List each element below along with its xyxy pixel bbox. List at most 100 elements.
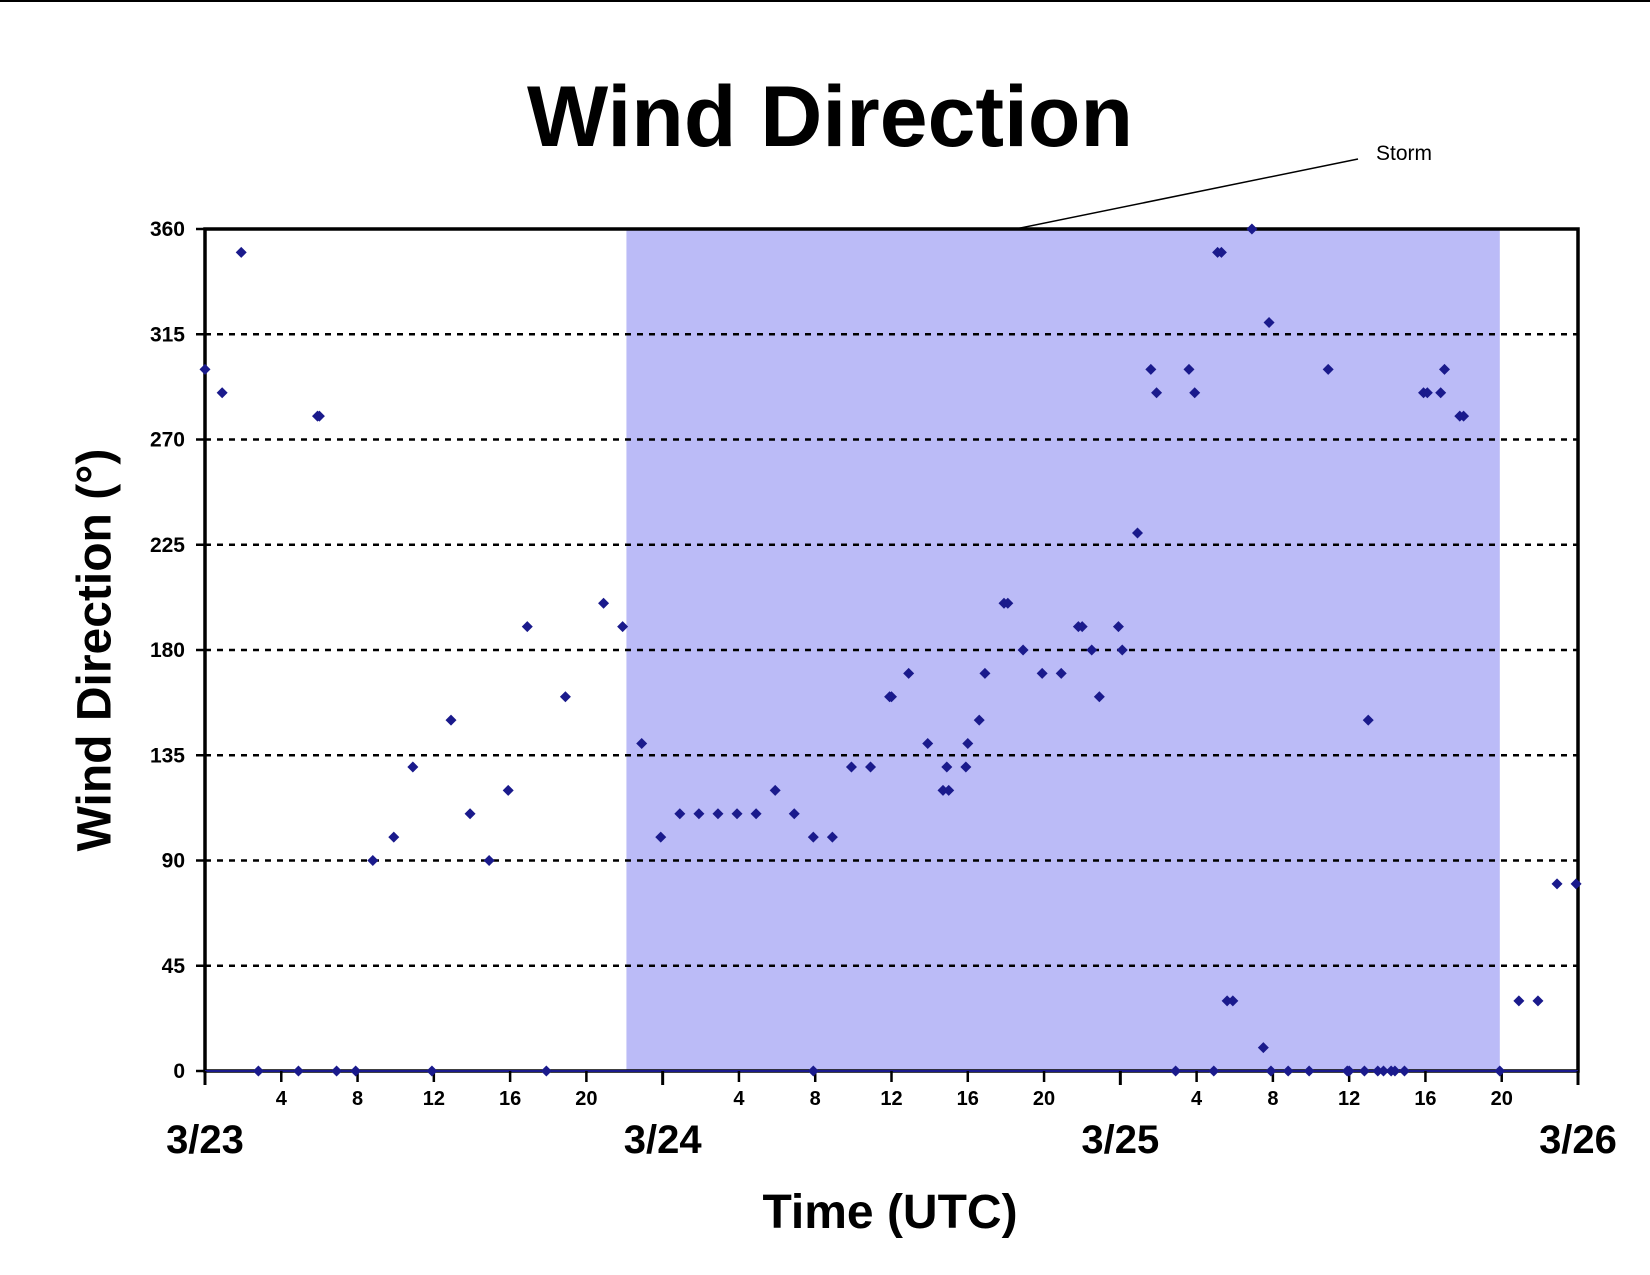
data-point [712, 808, 724, 820]
x-tick-label: 8 [1267, 1088, 1278, 1110]
data-point [598, 597, 610, 609]
data-point [731, 808, 743, 820]
data-point [886, 691, 897, 703]
x-tick-label: 16 [1414, 1088, 1436, 1110]
data-point [1116, 644, 1128, 656]
data-point [464, 808, 476, 820]
data-point [1215, 246, 1227, 258]
data-point [1389, 1065, 1401, 1077]
day-label: 3/23 [166, 1118, 244, 1162]
data-point [807, 831, 819, 843]
data-point [426, 1065, 438, 1077]
data-point [483, 855, 495, 866]
y-tick-label: 135 [150, 744, 185, 767]
data-point [1322, 363, 1334, 375]
data-point [1372, 1065, 1384, 1077]
data-point [1570, 878, 1582, 890]
data-point [1398, 1065, 1410, 1077]
x-tick-label: 12 [1338, 1088, 1360, 1110]
data-point [1303, 1065, 1315, 1077]
data-point [750, 808, 762, 820]
data-point [502, 784, 514, 796]
data-point [1145, 363, 1157, 375]
data-point [540, 1065, 552, 1077]
data-point [1343, 1065, 1355, 1077]
data-point [693, 808, 705, 820]
x-tick-label: 8 [810, 1088, 821, 1110]
data-point [943, 784, 955, 796]
x-tick-label: 12 [880, 1088, 902, 1110]
x-tick-label: 4 [733, 1088, 745, 1110]
data-point [1208, 1065, 1220, 1077]
data-point [1435, 387, 1447, 399]
data-point [235, 246, 247, 258]
y-tick-label: 225 [150, 534, 185, 557]
data-point [1265, 1065, 1277, 1077]
data-point [1362, 714, 1374, 726]
data-point [1263, 317, 1275, 329]
data-point [1532, 995, 1544, 1007]
data-point [1257, 1042, 1269, 1054]
data-point [1439, 363, 1451, 375]
y-tick-label: 90 [162, 850, 185, 873]
data-point [1189, 387, 1201, 399]
data-point [1282, 1065, 1294, 1077]
data-point [407, 761, 419, 773]
x-tick-label: 20 [1491, 1088, 1513, 1110]
data-point [199, 363, 211, 375]
data-point [1076, 621, 1088, 633]
data-point [445, 714, 457, 726]
data-point [367, 855, 379, 866]
data-point [1421, 387, 1433, 399]
data-point [973, 714, 985, 726]
data-point [1513, 995, 1525, 1007]
x-tick-label: 20 [575, 1088, 597, 1110]
data-point [313, 410, 325, 422]
data-point [292, 1065, 304, 1077]
data-point [960, 761, 972, 773]
data-point [962, 738, 974, 750]
y-tick-label: 360 [150, 218, 185, 241]
x-tick-label: 20 [1033, 1088, 1055, 1110]
data-point [1221, 995, 1233, 1007]
data-point [788, 808, 800, 820]
data-point [350, 1065, 362, 1077]
data-point [331, 1065, 343, 1077]
y-tick-label: 180 [150, 639, 185, 662]
data-point [769, 784, 781, 796]
y-tick-label: 315 [150, 323, 185, 346]
data-point [1183, 363, 1195, 375]
data-point [1002, 597, 1014, 609]
data-point [1151, 387, 1163, 399]
data-point [826, 831, 838, 843]
day-label: 3/25 [1081, 1118, 1159, 1162]
data-point [1227, 995, 1239, 1007]
data-point [252, 1065, 264, 1077]
data-point [941, 761, 953, 773]
data-point [865, 761, 877, 773]
y-tick-label: 270 [150, 429, 185, 452]
day-label: 3/24 [624, 1118, 703, 1162]
top-border-line [0, 0, 1650, 2]
x-axis-label: Time (UTC) [762, 1186, 1018, 1239]
data-point [1170, 1065, 1182, 1077]
data-point [937, 784, 949, 796]
x-tick-label: 16 [957, 1088, 979, 1110]
data-point [674, 808, 686, 820]
data-point [1112, 621, 1124, 633]
data-point [521, 621, 533, 633]
data-point [1377, 1065, 1389, 1077]
x-tick-label: 8 [352, 1088, 363, 1110]
data-point [903, 667, 915, 679]
data-point [1055, 667, 1067, 679]
chart-title: Wind Direction [527, 69, 1133, 165]
data-point [1131, 527, 1143, 539]
data-point [1551, 878, 1563, 890]
data-point [617, 621, 629, 633]
data-point [979, 667, 991, 679]
x-tick-label: 4 [276, 1088, 288, 1110]
data-point [636, 738, 648, 750]
y-tick-label: 45 [162, 955, 186, 978]
data-point [807, 1065, 819, 1077]
data-point [1494, 1065, 1506, 1077]
